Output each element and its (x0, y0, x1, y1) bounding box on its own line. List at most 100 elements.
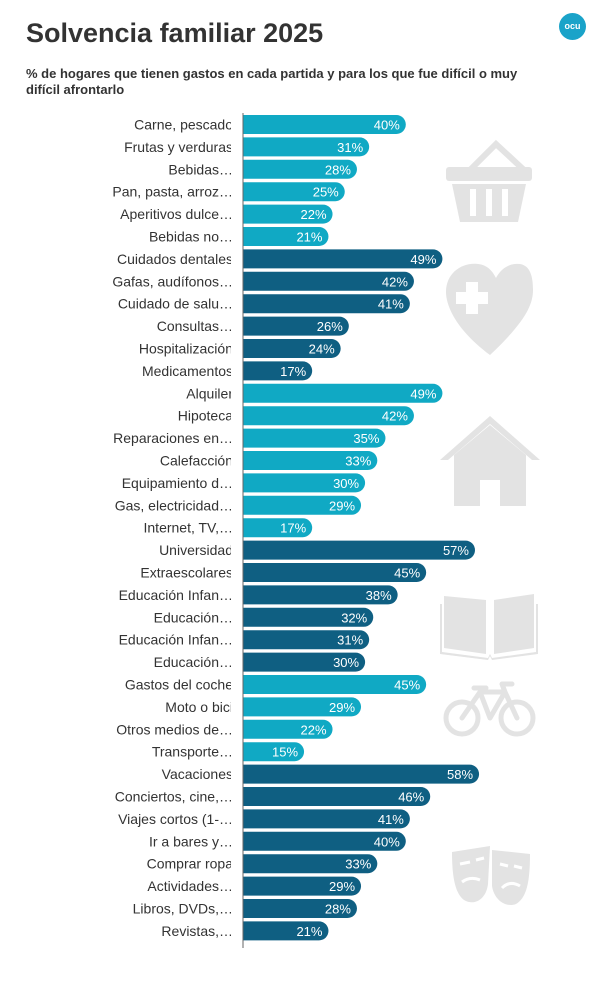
value-label: 22% (301, 722, 327, 737)
value-label: 33% (345, 857, 371, 872)
category-label: Universidad (159, 542, 233, 558)
value-label: 58% (447, 767, 473, 782)
category-label: Alquiler (186, 385, 233, 401)
category-label: Transporte… (152, 744, 233, 760)
bar (233, 451, 378, 470)
value-label: 28% (325, 162, 351, 177)
house-icon (440, 416, 540, 506)
value-label: 30% (333, 476, 359, 491)
category-label: Moto o bici (165, 699, 233, 715)
book-icon (440, 594, 538, 660)
basket-icon (446, 139, 532, 222)
bar (233, 921, 329, 941)
bar (233, 764, 480, 784)
value-label: 46% (398, 790, 424, 805)
bar (233, 630, 370, 650)
value-label: 15% (272, 745, 298, 760)
bar (233, 719, 333, 739)
chart-title: Solvencia familiar 2025 (26, 18, 324, 48)
value-label: 41% (378, 812, 404, 827)
axis-mask (231, 113, 243, 946)
bar (233, 809, 410, 829)
chart-subtitle: % de hogares que tienen gastos en cada p… (26, 66, 518, 97)
value-label: 57% (443, 543, 469, 558)
value-label: 24% (309, 342, 335, 357)
value-label: 42% (382, 274, 408, 289)
bar (233, 473, 366, 493)
value-label: 32% (341, 610, 367, 625)
category-label: Hospitalización (139, 341, 233, 357)
value-label: 49% (410, 386, 436, 401)
bar (233, 227, 329, 246)
bar (233, 563, 427, 582)
category-label: Consultas… (157, 318, 233, 334)
value-label: 49% (410, 252, 436, 267)
bar (233, 383, 443, 403)
category-label: Gas, electricidad… (115, 497, 233, 513)
bar (233, 249, 443, 269)
category-label: Extraescolares (140, 565, 233, 581)
value-label: 29% (329, 700, 355, 715)
bar (233, 675, 427, 694)
value-label: 17% (280, 364, 306, 379)
category-label: Aperitivos dulce… (120, 206, 233, 222)
bar (233, 585, 398, 605)
value-label: 41% (378, 297, 404, 312)
category-label: Vacaciones (162, 766, 233, 782)
bar (233, 204, 333, 224)
category-label: Educación… (154, 654, 233, 670)
bar (233, 294, 410, 314)
category-label: Ir a bares y… (149, 833, 233, 849)
category-icons (440, 139, 540, 906)
value-label: 22% (301, 207, 327, 222)
value-label: 31% (337, 633, 363, 648)
value-label: 29% (329, 498, 355, 513)
category-label: Bebidas no… (149, 229, 233, 245)
category-label: Equipamiento d… (122, 475, 233, 491)
bar (233, 652, 366, 672)
bar (233, 854, 378, 874)
bar (233, 742, 305, 762)
value-label: 45% (394, 678, 420, 693)
bar (233, 316, 349, 336)
category-label: Educación… (154, 609, 233, 625)
bar (233, 361, 313, 381)
value-label: 40% (374, 118, 400, 133)
value-label: 45% (394, 566, 420, 581)
value-label: 17% (280, 521, 306, 536)
value-label: 31% (337, 140, 363, 155)
category-label: Educación Infan… (119, 632, 233, 648)
category-label: Otros medios de… (116, 721, 233, 737)
value-label: 30% (333, 655, 359, 670)
value-label: 25% (313, 185, 339, 200)
category-label: Gafas, audífonos… (112, 273, 233, 289)
bar (233, 115, 406, 134)
category-label: Conciertos, cine,… (115, 789, 233, 805)
theater-masks-icon (452, 846, 530, 906)
bar (233, 428, 386, 448)
value-label: 42% (382, 409, 408, 424)
bar (233, 607, 374, 627)
category-label: Educación Infan… (119, 587, 233, 603)
category-label: Carne, pescado (134, 117, 233, 133)
category-label: Reparaciones en… (113, 430, 233, 446)
category-label: Frutas y verduras (124, 139, 233, 155)
bar (233, 406, 414, 426)
bar (233, 831, 406, 851)
category-label: Cuidado de salu… (118, 296, 233, 312)
category-label: Pan, pasta, arroz… (112, 184, 233, 200)
bar (233, 182, 345, 202)
value-label: 35% (353, 431, 379, 446)
bar (233, 137, 370, 157)
value-label: 33% (345, 454, 371, 469)
bar (233, 495, 362, 515)
value-label: 21% (296, 924, 322, 939)
value-label: 40% (374, 834, 400, 849)
category-label: Bebidas… (168, 161, 233, 177)
value-label: 38% (366, 588, 392, 603)
bar (233, 876, 362, 896)
category-label: Revistas,… (161, 923, 233, 939)
category-label: Comprar ropa (147, 856, 234, 872)
ocu-logo: ocu (559, 13, 586, 40)
